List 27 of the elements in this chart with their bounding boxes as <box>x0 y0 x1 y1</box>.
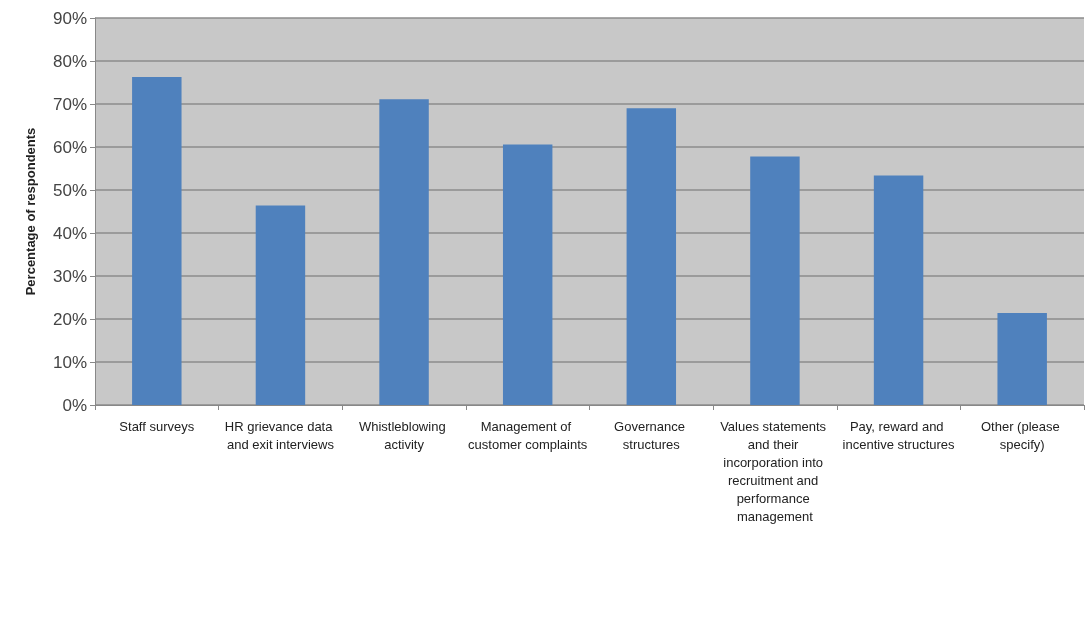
y-tick-label: 60% <box>52 137 87 157</box>
x-tick-label: Management of customer complaints <box>468 418 588 452</box>
y-tick-label: 70% <box>52 94 87 114</box>
x-tick-label: Governance structures <box>614 418 689 452</box>
bar <box>873 175 924 405</box>
bar <box>255 205 306 405</box>
bar <box>750 156 800 405</box>
y-tick-label: 40% <box>52 223 87 243</box>
bar <box>626 108 677 405</box>
y-tick-label: 90% <box>52 8 87 28</box>
bar <box>132 76 182 405</box>
x-tick-label: Staff surveys <box>119 418 195 434</box>
x-tick-label: Whistleblowing activity <box>358 418 450 452</box>
y-tick-label: 20% <box>52 309 87 329</box>
y-tick-label: 0% <box>62 395 87 415</box>
x-tick-label: Other (please specify) <box>981 418 1064 452</box>
y-tick-label: 10% <box>52 352 87 372</box>
x-tick-label: Values statements and their incorporation into recruitment and performance management <box>720 418 830 524</box>
y-tick-label: 80% <box>52 51 87 71</box>
y-tick-label: 30% <box>52 266 87 286</box>
y-tick-label: 50% <box>52 180 87 200</box>
bar <box>997 312 1047 405</box>
x-tick-label: HR grievance data and exit interviews <box>224 418 337 452</box>
bar <box>502 144 553 405</box>
x-tick-label: Pay, reward and incentive structures <box>842 418 956 452</box>
y-axis-title: Percentage of respondents <box>23 127 38 296</box>
bar <box>379 99 429 405</box>
